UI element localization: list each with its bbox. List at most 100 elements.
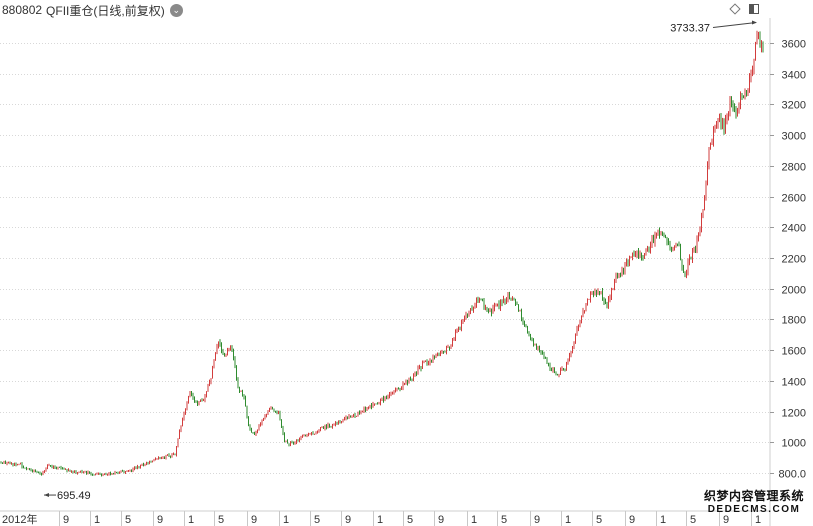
candle-body (225, 353, 227, 357)
candle-body (171, 454, 173, 458)
candle-body (507, 294, 509, 301)
candle-body (311, 432, 312, 434)
candle-body (695, 247, 696, 249)
candle-body (420, 366, 422, 369)
candle-body (329, 424, 330, 427)
candle-body (579, 322, 581, 326)
candle-body (221, 344, 222, 351)
candle-body (677, 243, 678, 245)
candle-body (569, 354, 570, 361)
candle-body (756, 37, 758, 45)
window-toggle-icon[interactable] (749, 4, 759, 14)
candle-body (213, 360, 215, 369)
candle-body (503, 298, 504, 304)
chevron-down-icon[interactable]: ⌄ (169, 3, 183, 17)
candle-body (585, 305, 587, 311)
candle-body (323, 427, 324, 429)
candle-body (492, 308, 494, 314)
candle-body (743, 95, 744, 98)
candle-body (95, 473, 96, 475)
candle-body (231, 346, 233, 351)
candle-body (333, 424, 335, 426)
candle-body (123, 471, 125, 473)
candle-body (308, 433, 309, 436)
candle-body (381, 397, 383, 399)
candle-body (582, 311, 584, 317)
candle-body (692, 250, 693, 259)
candle-body (45, 468, 47, 472)
candle-body (86, 471, 87, 474)
candle-body (434, 356, 435, 358)
grid-layer (0, 43, 770, 474)
candle-body (540, 351, 542, 354)
candle-body (518, 304, 519, 312)
candle-body (419, 366, 420, 368)
candle-body (641, 252, 642, 257)
candle-body (627, 261, 629, 266)
candle-body (185, 408, 186, 414)
candle-body (581, 316, 582, 323)
candle-body (665, 236, 666, 238)
candle-body (210, 378, 212, 383)
candle-body (468, 313, 470, 315)
candle-body (252, 432, 254, 434)
candle-body (620, 273, 621, 275)
candle-body (332, 425, 333, 427)
candle-body (687, 261, 689, 273)
candle-body (207, 385, 209, 392)
candle-body (326, 425, 327, 428)
y-tick-label: 2400 (782, 223, 806, 235)
candle-body (539, 346, 540, 352)
candle-body (228, 348, 230, 350)
candle-body (426, 360, 428, 364)
candle-body (645, 250, 647, 256)
candle-body (6, 462, 8, 464)
candle-body (198, 401, 200, 406)
candle-body (360, 411, 362, 415)
candle-body (749, 79, 750, 92)
candle-body (80, 471, 81, 473)
candle-body (407, 381, 408, 384)
candle-body (456, 331, 458, 333)
candle-body (438, 355, 440, 357)
candle-body (98, 473, 99, 475)
candle-body (393, 390, 395, 393)
candle-body (737, 110, 738, 115)
candle-body (78, 472, 80, 474)
candle-body (348, 415, 350, 419)
candle-body (702, 209, 704, 217)
y-tick-label: 2000 (782, 285, 806, 297)
candle-body (173, 453, 174, 455)
candle-body (545, 357, 546, 359)
candle-body (236, 366, 237, 380)
candle-body (324, 425, 326, 429)
candle-body (60, 466, 62, 469)
candle-body (653, 238, 654, 243)
candle-body (411, 378, 413, 380)
candle-body (479, 298, 480, 301)
candle-body (251, 428, 252, 433)
candle-body (474, 305, 476, 309)
x-tick-label: 5 (501, 514, 507, 526)
candle-body (182, 419, 183, 426)
candle-body (671, 247, 672, 251)
candle-body (602, 291, 603, 300)
x-tick-label: 1 (94, 514, 100, 526)
candle-body (498, 303, 500, 308)
candle-body (650, 244, 651, 250)
candle-body (762, 41, 764, 47)
candle-body (266, 414, 267, 417)
candle-body (717, 120, 719, 125)
candle-body (297, 440, 299, 442)
candle-body (453, 338, 455, 340)
candle-body (237, 379, 239, 388)
candle-body (516, 303, 518, 305)
candle-body (81, 471, 83, 473)
candle-body (624, 262, 626, 271)
candle-body (59, 466, 60, 468)
candle-body (278, 412, 279, 414)
candle-body (125, 471, 126, 473)
candle-body (27, 468, 29, 470)
candle-body (296, 440, 297, 443)
